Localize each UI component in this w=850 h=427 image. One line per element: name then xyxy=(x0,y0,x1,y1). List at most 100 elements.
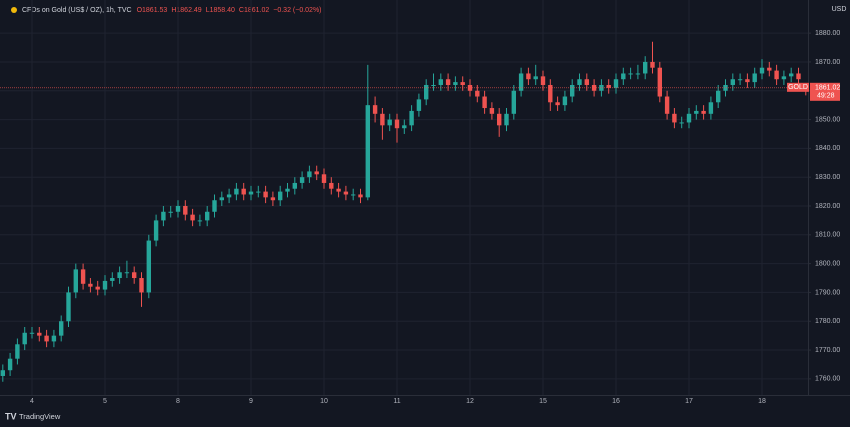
candle-body xyxy=(679,122,684,124)
candle-body xyxy=(745,79,750,83)
price-tag: 1861.02 xyxy=(815,85,840,92)
currency-label: USD xyxy=(832,6,847,13)
y-tick-label: 1840.00 xyxy=(815,145,840,152)
ohlc-value: −0.32 (−0.02%) xyxy=(273,7,321,14)
ohlc-value: H1862.49 xyxy=(171,7,201,14)
y-tick-label: 1780.00 xyxy=(815,318,840,325)
candle-body xyxy=(796,73,801,80)
candle-body xyxy=(343,191,349,195)
x-tick-label: 16 xyxy=(612,398,620,405)
candle-body xyxy=(548,84,553,103)
candle-body xyxy=(380,113,385,126)
candle-body xyxy=(248,191,254,195)
x-tick-label: 17 xyxy=(685,398,693,405)
candle-body xyxy=(299,177,305,183)
candle-body xyxy=(489,108,495,114)
candle-body xyxy=(88,283,93,287)
candle-body xyxy=(672,113,677,123)
candle-body xyxy=(219,197,224,201)
ohlc-value: C1861.02 xyxy=(239,7,269,14)
y-tick-label: 1870.00 xyxy=(815,59,840,66)
candle-body xyxy=(168,211,173,213)
candle-body xyxy=(161,211,166,221)
brand-name: TradingView xyxy=(19,412,61,421)
x-tick-label: 18 xyxy=(758,398,766,405)
x-tick-label: 8 xyxy=(176,398,180,405)
candle-body xyxy=(278,191,283,201)
candle-body xyxy=(613,79,619,88)
candle-body xyxy=(686,113,692,123)
candle-body xyxy=(139,278,144,293)
chart-title: CFDs on Gold (US$ / OZ), 1h, TVC xyxy=(22,7,132,14)
symbol-icon xyxy=(11,7,17,13)
candle-body xyxy=(511,90,516,114)
candle-body xyxy=(570,84,575,97)
candle-body xyxy=(314,171,319,175)
price-tag-box xyxy=(810,82,840,101)
x-tick-label: 9 xyxy=(249,398,253,405)
candle-body xyxy=(292,182,297,189)
brand-mark: TV xyxy=(5,411,17,421)
ohlc-value: O1861.53 xyxy=(137,7,168,14)
candle-body xyxy=(438,79,443,85)
candle-body xyxy=(205,211,210,221)
candle-body xyxy=(66,292,71,322)
candle-body xyxy=(124,272,130,274)
candle-body xyxy=(737,79,743,81)
countdown: 49:28 xyxy=(817,93,835,100)
candle-body xyxy=(643,61,648,74)
brand-logo: TV TradingView xyxy=(5,411,61,421)
y-tick-label: 1880.00 xyxy=(815,30,840,37)
candle-body xyxy=(22,332,27,345)
x-tick-label: 15 xyxy=(539,398,547,405)
y-tick-label: 1800.00 xyxy=(815,260,840,267)
y-tick-label: 1760.00 xyxy=(815,376,840,383)
candle-body xyxy=(424,84,429,100)
candle-body xyxy=(606,84,611,88)
candle-body xyxy=(80,269,86,284)
candle-body xyxy=(117,272,122,279)
candle-body xyxy=(0,370,5,376)
candle-body xyxy=(234,188,239,195)
candle-body xyxy=(402,125,407,129)
y-tick-label: 1820.00 xyxy=(815,203,840,210)
candle-body xyxy=(475,90,480,97)
candle-body xyxy=(241,188,246,195)
y-tick-label: 1850.00 xyxy=(815,116,840,123)
candle-body xyxy=(263,191,268,198)
candle-body xyxy=(789,73,794,77)
y-tick-label: 1770.00 xyxy=(815,347,840,354)
candle-body xyxy=(621,73,626,80)
candle-body xyxy=(372,105,378,114)
candle-body xyxy=(708,102,714,114)
candle-body xyxy=(226,194,232,198)
candle-body xyxy=(190,214,195,221)
candle-body xyxy=(132,272,137,279)
candle-body xyxy=(110,278,115,281)
candle-body xyxy=(497,113,502,126)
candle-body xyxy=(759,67,765,74)
candle-body xyxy=(562,96,568,106)
candle-body xyxy=(628,73,633,75)
candle-body xyxy=(482,96,487,109)
candle-body xyxy=(7,358,13,371)
y-tick-label: 1790.00 xyxy=(815,289,840,296)
candle-body xyxy=(774,70,779,80)
legend-header: CFDs on Gold (US$ / OZ), 1h, TVC O1861.5… xyxy=(11,7,322,14)
candle-body xyxy=(577,79,582,85)
symbol-tag: GOLD xyxy=(788,84,808,91)
candle-body xyxy=(599,84,604,91)
candle-body xyxy=(716,90,721,103)
candle-body xyxy=(409,110,414,126)
candle-body xyxy=(212,200,217,212)
candle-body xyxy=(533,76,538,80)
candle-body xyxy=(394,119,400,129)
candle-body xyxy=(59,321,64,336)
candle-body xyxy=(336,188,341,192)
candle-body xyxy=(351,194,356,196)
candle-body xyxy=(146,240,151,293)
symbol-tag-box xyxy=(787,82,809,92)
candle-body xyxy=(767,67,772,71)
